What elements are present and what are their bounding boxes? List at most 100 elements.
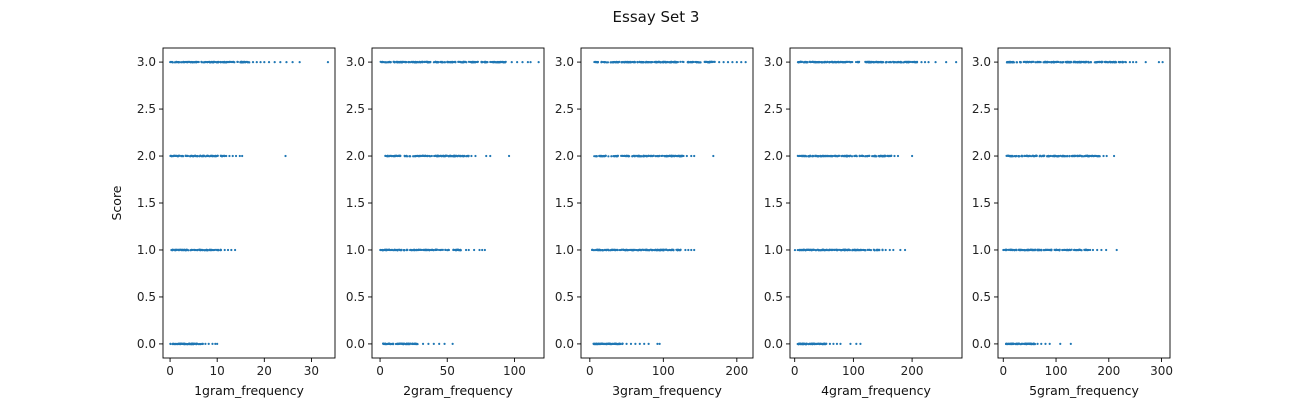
data-point <box>624 249 627 252</box>
data-point <box>298 60 301 64</box>
data-point <box>425 154 428 158</box>
data-point <box>1064 155 1067 158</box>
y-tick-label: 0.5 <box>137 290 156 304</box>
data-point <box>1003 248 1006 252</box>
data-point <box>1038 155 1041 158</box>
data-point <box>1097 154 1100 158</box>
data-point <box>642 155 645 158</box>
data-point <box>171 61 174 64</box>
data-point <box>886 154 889 158</box>
data-point <box>679 248 682 251</box>
data-point <box>867 248 871 251</box>
y-tick-label: 1.0 <box>972 243 991 257</box>
data-point <box>1005 61 1009 64</box>
data-point <box>405 248 409 251</box>
data-point <box>473 248 476 252</box>
data-point <box>813 343 816 346</box>
data-point <box>423 248 426 252</box>
data-point <box>843 154 846 158</box>
data-point <box>191 342 194 345</box>
x-tick-label: 30 <box>304 364 319 378</box>
data-point <box>211 61 215 64</box>
data-point <box>1102 154 1105 158</box>
data-point <box>598 248 601 251</box>
data-point <box>859 342 862 346</box>
data-point <box>1035 61 1039 64</box>
x-tick-label: 200 <box>725 364 748 378</box>
x-axis-label: 5gram_frequency <box>1029 383 1139 398</box>
data-point <box>1066 248 1069 251</box>
data-point <box>411 342 414 346</box>
data-point <box>826 60 829 63</box>
data-point <box>186 60 190 63</box>
data-point <box>820 61 824 64</box>
data-point <box>629 342 633 346</box>
data-point <box>263 60 266 64</box>
data-point <box>225 154 228 158</box>
data-point <box>1023 154 1026 157</box>
data-point <box>636 60 639 64</box>
data-point <box>452 248 455 251</box>
data-point <box>610 155 613 158</box>
data-point <box>193 248 196 252</box>
data-point <box>420 248 423 252</box>
data-point <box>850 60 853 64</box>
data-point <box>273 60 276 64</box>
data-point <box>1012 342 1015 345</box>
data-point <box>603 342 606 346</box>
data-point <box>697 61 700 64</box>
data-point <box>1018 155 1021 158</box>
data-point <box>818 249 821 252</box>
data-point <box>881 249 884 252</box>
data-point <box>1072 248 1076 252</box>
data-point <box>844 248 847 252</box>
data-point <box>200 61 204 64</box>
y-tick-label: 1.0 <box>346 243 365 257</box>
data-point <box>1050 248 1053 251</box>
y-tick-label: 1.0 <box>764 243 783 257</box>
data-point <box>216 154 219 157</box>
data-point <box>628 60 632 64</box>
data-point <box>1161 60 1164 64</box>
data-point <box>435 248 439 251</box>
data-point <box>607 249 610 252</box>
data-point <box>1049 154 1053 158</box>
data-point <box>593 249 597 252</box>
data-point <box>711 60 714 64</box>
data-point <box>184 154 187 157</box>
y-tick-label: 0.0 <box>555 337 574 351</box>
data-point <box>890 154 893 157</box>
data-point <box>808 60 812 63</box>
data-point <box>385 61 388 64</box>
data-point <box>830 155 834 158</box>
data-point <box>1030 60 1033 64</box>
data-point <box>912 60 915 64</box>
data-point <box>654 155 657 158</box>
data-point <box>208 155 211 158</box>
data-point <box>510 60 513 64</box>
data-point <box>803 155 806 158</box>
data-point <box>182 342 185 345</box>
data-point <box>1038 60 1041 64</box>
data-point <box>417 61 420 64</box>
data-point <box>801 343 804 346</box>
data-point <box>1092 154 1095 158</box>
data-point <box>440 248 443 251</box>
data-point <box>440 155 443 158</box>
y-tick-label: 2.0 <box>346 149 365 163</box>
data-point <box>1027 61 1030 64</box>
data-point <box>887 61 890 64</box>
data-point <box>177 61 180 64</box>
data-point <box>599 342 602 345</box>
y-tick-label: 1.5 <box>972 196 991 210</box>
data-point <box>899 61 902 64</box>
data-point <box>1055 248 1059 252</box>
data-point <box>955 60 958 64</box>
data-point <box>884 61 887 64</box>
data-point <box>1025 343 1028 346</box>
x-axis-label: 1gram_frequency <box>194 383 304 398</box>
data-point <box>873 154 876 158</box>
data-point <box>470 154 473 158</box>
data-point <box>401 342 404 346</box>
data-point <box>173 343 176 346</box>
